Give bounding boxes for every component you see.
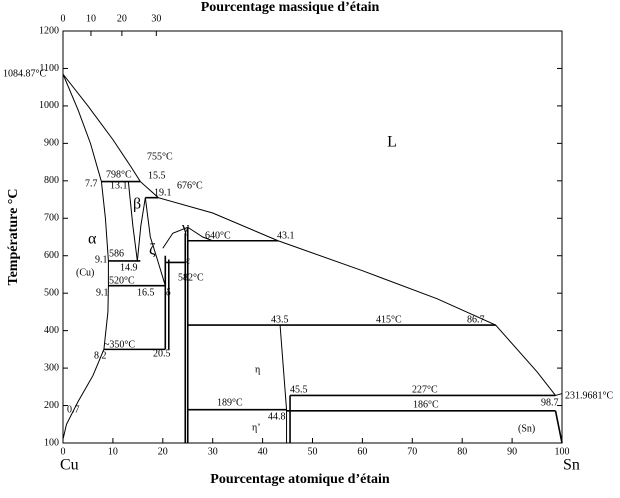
annotation: 755°C [147,151,173,162]
annotation: L [387,134,397,151]
annotation: (Sn) [518,423,535,434]
x-tick-label: 50 [308,446,318,457]
annotation: 415°C [376,314,402,325]
annotation: 43.5 [271,314,289,325]
y-tick-label: 900 [44,138,59,149]
annotation: ε [186,255,190,266]
annotation: Sn [563,457,580,474]
annotation: 640°C [205,230,231,241]
x-tick-label: 40 [258,446,268,457]
y-tick-label: 600 [44,250,59,261]
y-tick-label: 300 [44,362,59,373]
annotation: 0.7 [67,404,80,415]
x2-tick-label: 0 [61,13,66,24]
phase-boundary [136,197,146,262]
x-tick-label: 20 [158,446,168,457]
annotation: 676°C [177,180,203,191]
x2-tick-label: 20 [117,13,127,24]
x-tick-label: 100 [555,446,570,457]
annotation: 189°C [217,397,243,408]
phase-boundary [127,181,138,262]
x-tick-label: 70 [407,446,417,457]
annotation: ~350°C [104,339,135,350]
annotation: 14.9 [120,262,138,273]
x2-tick-label: 30 [151,13,161,24]
phase-boundary [144,197,166,286]
annotation: 45.5 [290,384,308,395]
annotation: η’ [252,422,261,433]
x-tick-label: 80 [457,446,467,457]
y-tick-label: 800 [44,175,59,186]
y-tick-label: 1000 [39,100,59,111]
phase-boundary [62,73,563,397]
annotation: ζ [149,242,156,259]
y-tick-label: 400 [44,325,59,336]
y-tick-label: 1200 [39,25,59,36]
x-tick-label: 0 [61,446,66,457]
annotation: 19.1 [154,187,172,198]
annotation: 520°C [109,275,135,286]
y-tick-label: 700 [44,213,59,224]
annotation: η [255,364,260,375]
annotation: α [88,231,97,248]
annotation: 15.5 [148,170,166,181]
y-axis-title: Température °C [6,189,21,286]
annotation: 1084.87°C [3,68,46,79]
annotation: 86.7 [467,314,485,325]
annotation: (Cu) [76,267,94,278]
annotation: 231.9681°C [565,390,613,401]
annotation: 227°C [412,384,438,395]
annotation: 98.7 [541,397,559,408]
phase-boundary [279,324,288,443]
annotation: 186°C [413,399,439,410]
annotation: β [133,196,141,213]
y-tick-label: 100 [44,437,59,448]
phase-boundary [554,410,563,444]
x-tick-label: 90 [507,446,517,457]
plot-frame [62,30,563,444]
annotation: 582°C [178,272,204,283]
annotation: 9.1 [95,254,108,265]
annotation: 7.7 [85,178,98,189]
x-axis-title: Pourcentage atomique d’étain [210,472,390,487]
x-tick-label: 60 [357,446,367,457]
annotation: 16.5 [137,287,155,298]
annotation: 20.5 [153,348,171,359]
x-tick-label: 10 [108,446,118,457]
annotation: 9.1 [96,287,109,298]
annotation: 13.1 [110,180,128,191]
annotation: 44.8 [268,411,286,422]
annotation: 586 [109,248,124,259]
top-axis-title: Pourcentage massique d’étain [201,0,380,15]
annotation: Cu [60,457,79,474]
x-tick-label: 30 [208,446,218,457]
annotation: γ [181,220,189,237]
annotation: δ [166,287,171,298]
y-tick-label: 1100 [39,63,59,74]
annotation: 798°C [106,169,132,180]
y-tick-label: 500 [44,287,59,298]
y-tick-label: 200 [44,400,59,411]
x2-tick-label: 10 [86,13,96,24]
annotation: 43.1 [277,230,295,241]
annotation: 8.2 [94,350,107,361]
